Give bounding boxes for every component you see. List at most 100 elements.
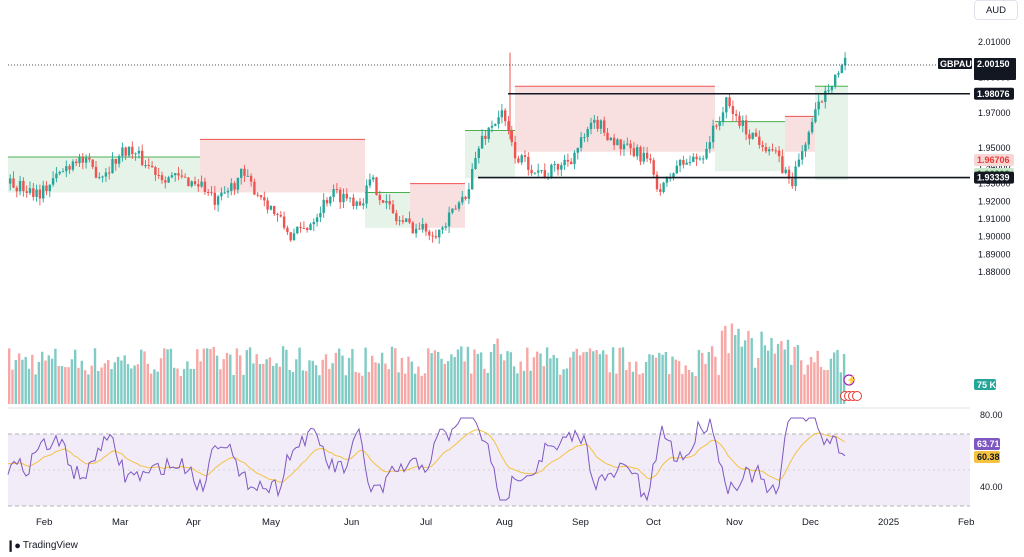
candle-body (256, 194, 259, 196)
volume-bar (285, 349, 288, 404)
volume-bar (377, 363, 380, 404)
candle-body (174, 173, 177, 176)
candle-body (606, 132, 609, 141)
volume-bar (496, 338, 499, 404)
volume-bar (301, 370, 305, 404)
candle-body (88, 157, 91, 160)
candle-body (834, 74, 837, 86)
volume-bar (103, 363, 107, 404)
candle-body (540, 170, 543, 172)
volume-bar (305, 371, 308, 404)
candle-body (48, 184, 51, 192)
candle-body (728, 97, 731, 107)
volume-bar (97, 371, 100, 404)
volume-bar (272, 365, 275, 404)
candle-body (655, 174, 659, 190)
volume-bar (258, 364, 262, 404)
candle-body (761, 144, 764, 147)
volume-bar (252, 363, 255, 404)
volume-bar (206, 348, 209, 404)
candle-body (626, 143, 629, 145)
volume-bar (74, 349, 77, 404)
candle-body (42, 185, 45, 199)
candle-body (302, 227, 306, 229)
candle-body (263, 197, 266, 201)
candle-body (484, 135, 487, 139)
volume-bar (730, 323, 734, 404)
candle-body (372, 177, 375, 180)
candle-body (355, 201, 358, 207)
candle-body (246, 175, 249, 177)
volume-bar (100, 367, 103, 404)
candle-body (438, 229, 441, 238)
volume-bar (555, 358, 559, 404)
volume-bar (8, 348, 11, 404)
volume-bar (446, 361, 450, 404)
candle-body (477, 148, 480, 158)
volume-bar (631, 371, 635, 404)
volume-bar (727, 353, 730, 404)
candle-body (348, 197, 352, 199)
volume-bar (460, 346, 463, 404)
volume-bar (430, 353, 433, 404)
candle-body (61, 171, 65, 173)
candle-body (65, 166, 68, 172)
candle-body (114, 158, 117, 164)
candle-body (124, 147, 127, 156)
volume-bar (182, 369, 186, 404)
volume-bar (371, 355, 374, 404)
candle-body (230, 183, 233, 191)
lightning-icon-glyph: ⚡ (846, 374, 857, 386)
volume-bar (578, 355, 582, 404)
volume-bar (466, 346, 470, 404)
candle-body (523, 155, 527, 157)
candle-body (276, 213, 279, 215)
candle-body (454, 208, 457, 210)
volume-bar (380, 352, 384, 404)
volume-bar (427, 348, 430, 404)
candle-body (665, 178, 669, 183)
volume-bar (321, 359, 324, 404)
candle-body (771, 149, 774, 151)
candle-body (71, 161, 75, 170)
candle-body (758, 136, 761, 145)
candle-body (32, 188, 35, 197)
candle-body (837, 73, 840, 75)
date-label: Jun (344, 517, 359, 528)
candle-body (731, 106, 735, 114)
volume-bar (691, 372, 694, 404)
volume-bar (54, 348, 57, 404)
candle-body (55, 173, 58, 179)
candle-body (296, 226, 299, 234)
candle-body (817, 101, 820, 110)
candle-body (150, 165, 154, 168)
volume-bar (248, 347, 252, 404)
candle-body (38, 189, 42, 199)
volume-bar (532, 357, 536, 404)
candle-body (616, 139, 619, 146)
volume-bar (753, 367, 757, 404)
candle-body (738, 115, 741, 126)
candle-body (233, 183, 236, 190)
date-label: Nov (726, 517, 743, 528)
volume-bar (347, 357, 351, 404)
candle-body (804, 144, 807, 152)
volume-bar (763, 345, 767, 404)
volume-bar (470, 373, 473, 404)
volume-bar (123, 355, 126, 404)
volume-bar (404, 373, 407, 404)
candle-body (190, 181, 193, 187)
currency-badge[interactable]: AUD (974, 0, 1018, 20)
candle-body (94, 166, 98, 178)
candle-body (457, 202, 461, 209)
candle-body (365, 185, 368, 204)
level-tag (974, 171, 1014, 184)
volume-bar (222, 359, 225, 404)
volume-bar (658, 352, 661, 404)
candle-body (579, 137, 583, 148)
volume-bar (400, 357, 404, 404)
volume-bar (717, 375, 720, 404)
volume-bar (173, 367, 176, 404)
candle-body (698, 158, 702, 160)
